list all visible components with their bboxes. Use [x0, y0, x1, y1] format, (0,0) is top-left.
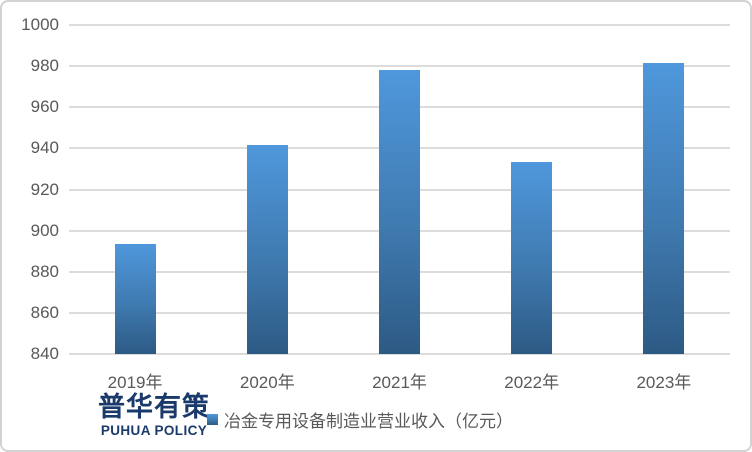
x-axis-tick-label: 2021年	[372, 373, 427, 392]
logo-chinese-text: 普华有策	[98, 392, 210, 422]
x-axis-tick-label: 2019年	[107, 373, 163, 392]
legend: 冶金专用设备制造业营业收入（亿元）	[207, 407, 513, 431]
gridline	[69, 24, 730, 26]
y-axis-tick-label: 940	[30, 138, 59, 158]
bar-2021年	[379, 70, 420, 354]
y-axis-tick-label: 960	[30, 97, 59, 117]
bar-2019年	[114, 243, 156, 354]
logo: 普华有策 PUHUA POLICY	[94, 391, 214, 438]
y-axis-tick-label: 920	[30, 179, 59, 199]
x-axis-tick-label: 2022年	[504, 373, 560, 392]
y-axis-tick-label: 900	[30, 220, 59, 240]
x-axis-tick-label: 2020年	[239, 373, 295, 392]
logo-english-text: PUHUA POLICY	[100, 423, 208, 438]
plot-area	[69, 24, 730, 355]
y-axis-tick-label: 1000	[21, 15, 59, 34]
bar-2023年	[643, 63, 685, 354]
y-axis-tick-label: 880	[30, 261, 59, 281]
y-axis-tick-label: 860	[30, 302, 59, 322]
x-axis-tick-label: 2023年	[636, 373, 692, 392]
gridline	[69, 65, 730, 68]
square-icon	[207, 413, 218, 425]
bar-2020年	[246, 145, 288, 354]
y-axis-tick-label: 840	[30, 344, 59, 363]
bar-2022年	[511, 161, 553, 354]
legend-label: 冶金专用设备制造业营业收入（亿元）	[224, 411, 513, 431]
gridline	[69, 353, 730, 355]
y-axis-tick-label: 980	[30, 56, 59, 76]
